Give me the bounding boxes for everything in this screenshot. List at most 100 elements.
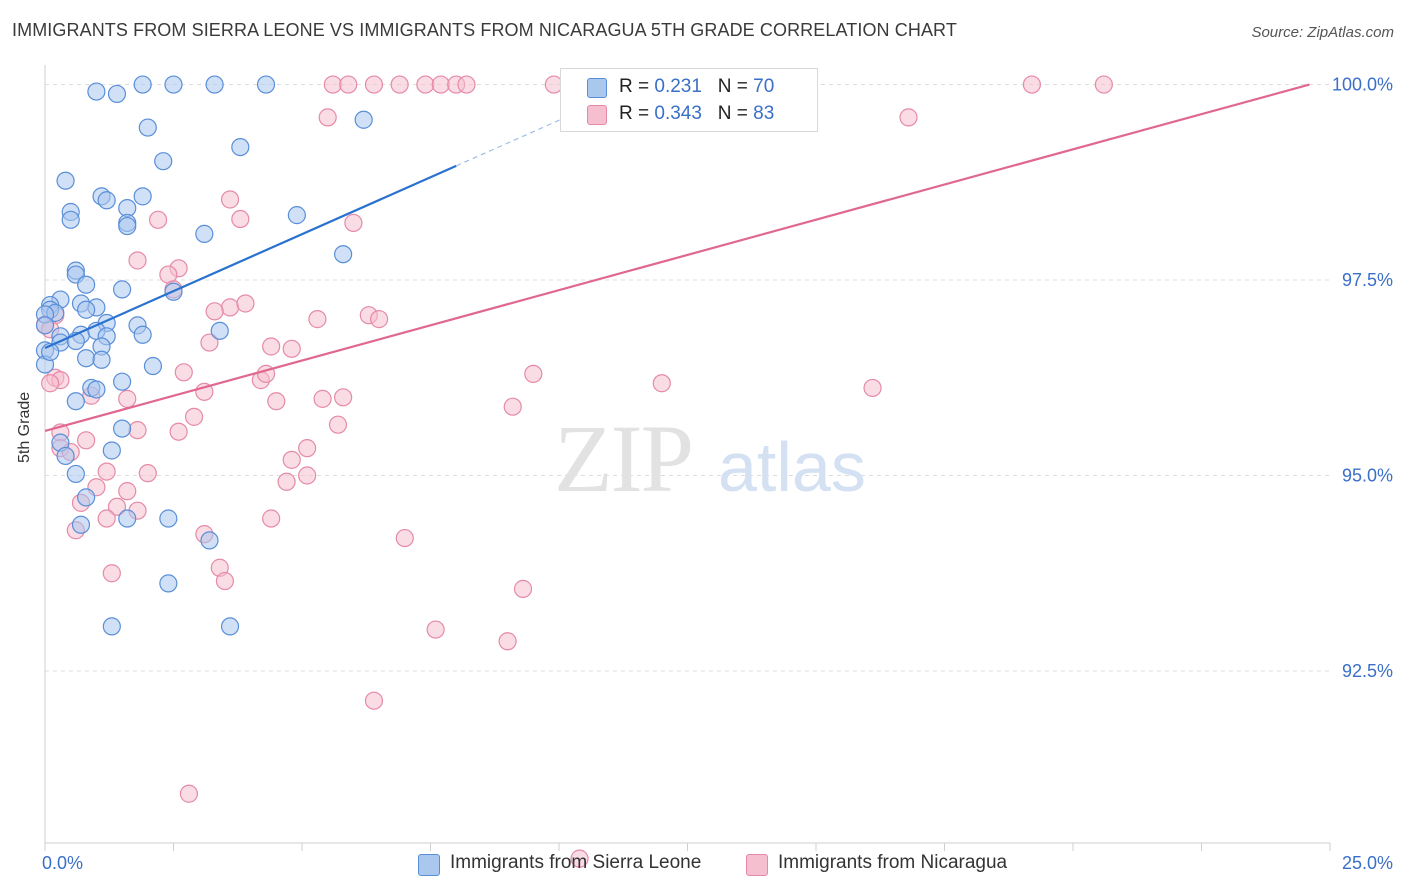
- watermark-zip: ZIP: [554, 405, 692, 512]
- stats-legend: R = 0.231 N = 70 R = 0.343 N = 83: [560, 68, 818, 132]
- data-point-nicaragua: [148, 210, 168, 229]
- data-point-sierra-leone: [107, 84, 127, 104]
- y-tick-label: 100.0%: [1332, 75, 1393, 95]
- data-point-nicaragua: [503, 397, 522, 416]
- watermark: ZIP atlas: [554, 405, 866, 512]
- watermark-atlas: atlas: [718, 428, 866, 506]
- y-tick-label: 95.0%: [1342, 466, 1393, 486]
- data-point-nicaragua: [262, 337, 281, 356]
- data-point-sierra-leone: [210, 321, 229, 340]
- n-value: 70: [753, 76, 775, 97]
- data-point-sierra-leone: [87, 380, 106, 399]
- data-point-nicaragua: [416, 75, 435, 94]
- data-point-sierra-leone: [112, 372, 132, 391]
- n-label: N =: [717, 103, 754, 124]
- data-point-nicaragua: [102, 564, 121, 583]
- data-point-nicaragua: [277, 472, 296, 491]
- data-point-nicaragua: [364, 691, 384, 710]
- data-point-nicaragua: [431, 75, 450, 94]
- data-point-sierra-leone: [112, 419, 132, 438]
- data-point-nicaragua: [128, 421, 147, 440]
- data-point-nicaragua: [370, 310, 389, 329]
- legend-text: R = 0.231 N = 70: [619, 76, 774, 98]
- legend-text: R = 0.343 N = 83: [619, 103, 774, 125]
- data-point-nicaragua: [513, 579, 533, 598]
- data-point-nicaragua: [426, 620, 445, 639]
- data-point-nicaragua: [169, 422, 188, 441]
- data-point-nicaragua: [107, 497, 127, 516]
- data-point-nicaragua: [184, 407, 204, 426]
- trend-lines: [44, 83, 1310, 432]
- r-label: R =: [619, 103, 655, 124]
- data-point-nicaragua: [570, 849, 589, 868]
- legend-swatch-pink: [746, 854, 768, 876]
- data-point-nicaragua: [1094, 75, 1113, 94]
- data-point-nicaragua: [364, 75, 384, 94]
- data-point-nicaragua: [652, 374, 671, 393]
- n-label: N =: [717, 76, 754, 97]
- y-axis-label: 5th Grade: [16, 391, 33, 463]
- data-point-sierra-leone: [77, 488, 96, 507]
- data-point-nicaragua: [97, 509, 116, 528]
- x-tick-label-max: 25.0%: [1342, 853, 1393, 873]
- data-point-sierra-leone: [133, 75, 152, 94]
- legend-swatch-pink: [587, 105, 607, 125]
- data-point-nicaragua: [282, 450, 301, 469]
- legend-label: Immigrants from Nicaragua: [778, 852, 1008, 873]
- data-point-nicaragua: [179, 784, 199, 803]
- data-point-sierra-leone: [97, 191, 116, 210]
- data-point-nicaragua: [205, 302, 224, 321]
- data-point-nicaragua: [344, 213, 363, 233]
- data-point-sierra-leone: [354, 110, 373, 129]
- data-point-sierra-leone: [102, 441, 121, 460]
- x-tick-label-min: 0.0%: [42, 853, 83, 873]
- data-point-sierra-leone: [231, 138, 250, 157]
- data-point-nicaragua: [41, 374, 60, 393]
- data-point-nicaragua: [128, 251, 147, 270]
- y-tick-label: 92.5%: [1342, 661, 1393, 681]
- trend-line-sierra-leone: [44, 164, 457, 350]
- data-point-sierra-leone: [35, 316, 55, 335]
- data-point-sierra-leone: [256, 75, 276, 94]
- data-point-nicaragua: [318, 108, 337, 127]
- r-value: 0.343: [654, 103, 702, 124]
- data-point-nicaragua: [308, 310, 327, 329]
- data-point-nicaragua: [282, 339, 301, 358]
- data-point-nicaragua: [334, 388, 353, 407]
- data-point-sierra-leone: [220, 617, 240, 636]
- data-point-nicaragua: [1022, 75, 1041, 94]
- data-point-nicaragua: [118, 482, 137, 501]
- data-point-nicaragua: [174, 363, 193, 382]
- data-point-sierra-leone: [133, 325, 152, 344]
- data-point-sierra-leone: [133, 187, 152, 206]
- data-point-nicaragua: [97, 462, 116, 481]
- data-point-nicaragua: [231, 209, 250, 229]
- data-point-nicaragua: [328, 415, 348, 434]
- data-point-sierra-leone: [164, 75, 183, 94]
- r-value: 0.231: [654, 76, 702, 97]
- trend-line-nicaragua: [44, 83, 1310, 432]
- tick-labels: 92.5% 95.0% 97.5% 100.0% 0.0% 25.0%: [42, 75, 1393, 873]
- data-point-sierra-leone: [287, 206, 306, 225]
- data-point-nicaragua: [323, 75, 342, 94]
- data-point-nicaragua: [899, 108, 918, 127]
- data-point-sierra-leone: [112, 280, 132, 299]
- data-point-sierra-leone: [195, 224, 214, 243]
- y-tick-label: 97.5%: [1342, 270, 1393, 290]
- data-point-sierra-leone: [77, 275, 96, 294]
- data-point-nicaragua: [390, 75, 409, 94]
- data-point-sierra-leone: [334, 245, 353, 264]
- data-point-sierra-leone: [77, 349, 96, 368]
- data-point-sierra-leone: [56, 446, 75, 466]
- data-point-nicaragua: [298, 466, 317, 485]
- data-point-nicaragua: [215, 571, 234, 591]
- data-point-sierra-leone: [77, 300, 96, 319]
- data-point-sierra-leone: [56, 171, 75, 190]
- data-point-sierra-leone: [92, 350, 111, 369]
- axes: [44, 65, 1331, 851]
- data-point-nicaragua: [220, 298, 240, 317]
- data-point-sierra-leone: [154, 152, 173, 171]
- data-point-nicaragua: [77, 431, 96, 450]
- data-point-nicaragua: [863, 378, 882, 398]
